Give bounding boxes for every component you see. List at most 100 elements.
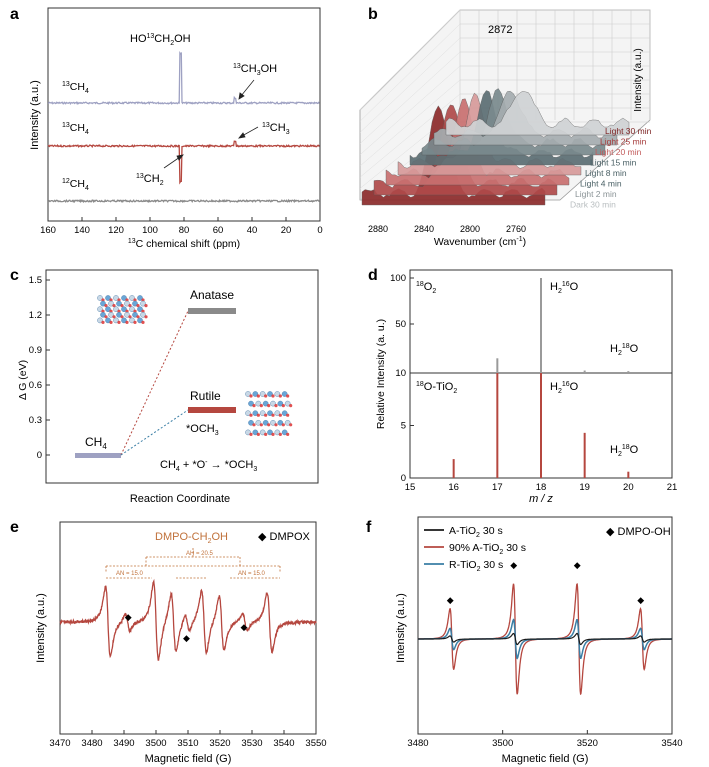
panel-d-xlabel: m / z <box>529 493 553 505</box>
panel-a-xtick-label: 100 <box>142 225 158 236</box>
panel-c-ytick-label: 1.5 <box>29 275 42 286</box>
panel-d-label-h218o-bottom: H218O <box>610 444 639 458</box>
panel-f-xtick-label: 3500 <box>492 738 513 749</box>
panel-c-level-ch4 <box>75 453 121 458</box>
panel-e-xticks: 3470 3480 3490 3500 3510 3520 3530 3540 3550 <box>49 730 327 749</box>
panel-f-series-a <box>418 632 672 646</box>
panel-d-ytick-label: 50 <box>395 319 406 330</box>
panel-a: a Intensity (a.u.) 13C chemical shift (p… <box>10 6 323 250</box>
panel-c-label-ch4: CH4 <box>85 435 107 451</box>
panel-d-label-h218o-top: H218O <box>610 343 639 357</box>
panel-b-series-label: Light 2 min <box>575 189 617 199</box>
panel-b-series-label: Light 30 min <box>605 126 652 136</box>
panel-b-xticks: 2880 2840 2800 2760 <box>368 224 526 234</box>
panel-c-ytick-label: 0.3 <box>29 415 42 426</box>
panel-f-xlabel: Magnetic field (G) <box>502 753 589 765</box>
panel-a-label-13ch4-top: 13CH4 <box>62 81 89 95</box>
panel-d-ticks: 15 16 17 18 19 20 21 10 50 100 0 5 <box>390 273 677 493</box>
panel-c-ytick-label: 0.9 <box>29 345 42 356</box>
panel-f-xtick-label: 3480 <box>407 738 428 749</box>
panel-e-coupling-an1: AN = 15.0 <box>116 571 144 577</box>
panel-a-xtick-label: 140 <box>74 225 90 236</box>
panel-b-series-label: Light 15 min <box>590 158 637 168</box>
panel-b-xtick-label: 2880 <box>368 224 388 234</box>
panel-a-xtick-label: 60 <box>213 225 224 236</box>
panel-d-ytick-label: 0 <box>401 473 406 484</box>
panel-c-ytick-label: 0.6 <box>29 380 42 391</box>
panel-d-bar-bottom <box>452 459 455 478</box>
panel-a-label-hoch2oh: HO13CH2OH <box>130 33 191 47</box>
panel-c-ylabel: Δ G (eV) <box>17 360 29 400</box>
legend-label-a: A-TiO2 30 s <box>449 525 503 539</box>
panel-a-series-12ch4 <box>47 198 320 204</box>
panel-b-ribbons <box>361 88 630 206</box>
panel-d-letter: d <box>368 267 378 284</box>
panel-d-xtick-label: 15 <box>405 482 416 493</box>
panel-d-label-h216o-top: H216O <box>550 281 579 295</box>
panel-f-diamond: ◆ <box>574 560 581 570</box>
panel-e-xtick-label: 3510 <box>177 738 198 749</box>
panel-a-xtick-label: 80 <box>179 225 190 236</box>
panel-e-diamond-markers: ◆ ◆ ◆ <box>125 612 248 643</box>
panel-e-xlabel: Magnetic field (G) <box>145 753 232 765</box>
panel-d-xtick-label: 18 <box>536 482 547 493</box>
panel-c-ytick-label: 1.2 <box>29 310 42 321</box>
panel-f-ylabel: Intensity (a.u.) <box>395 593 407 663</box>
panel-a-label-12ch4: 12CH4 <box>62 178 89 192</box>
panel-d-xtick-label: 16 <box>448 482 459 493</box>
panel-b-peak-label: 2872 <box>488 24 512 36</box>
panel-a-xtick-label: 120 <box>108 225 124 236</box>
legend-label-r: R-TiO2 30 s <box>449 559 503 573</box>
panel-e-xtick-label: 3500 <box>145 738 166 749</box>
panel-e-xtick-label: 3470 <box>49 738 70 749</box>
panel-d-label-h216o-bottom: H216O <box>550 381 579 395</box>
panel-c-yticks: 0 0.3 0.6 0.9 1.2 1.5 <box>29 275 50 461</box>
panel-c-label-anatase: Anatase <box>190 288 234 302</box>
panel-e-xtick-label: 3480 <box>81 738 102 749</box>
panel-d-label-18o2: 18O2 <box>416 281 436 295</box>
panel-e-xtick-label: 3550 <box>305 738 326 749</box>
legend-label-90a: 90% A-TiO2 30 s <box>449 542 526 556</box>
panel-f-diamond: ◆ <box>510 560 517 570</box>
panel-a-xtick-label: 40 <box>247 225 258 236</box>
panel-f-diamond: ◆ <box>637 595 644 605</box>
panel-a-series-13ch4-top <box>47 51 320 106</box>
panel-c-anatase-crystal-image <box>97 295 148 324</box>
panel-a-xtick-label: 20 <box>281 225 292 236</box>
panel-f-diamond: ◆ <box>447 595 454 605</box>
panel-e-letter: e <box>10 519 19 536</box>
panel-f-diamond-markers: ◆ ◆ ◆ ◆ <box>447 560 645 605</box>
panel-b-ribbon <box>445 91 630 136</box>
panel-a-label-13ch4-mid: 13CH4 <box>62 122 89 136</box>
panel-e-diamond: ◆ <box>241 622 248 632</box>
panel-f-legend: A-TiO2 30 s 90% A-TiO2 30 s R-TiO2 30 s <box>424 525 526 573</box>
panel-b-zlabel: Intensity (a.u.) <box>633 48 644 111</box>
panel-e-coupling-brackets <box>105 548 281 579</box>
panel-d-bar-bottom <box>627 471 630 478</box>
panel-c-letter: c <box>10 267 19 284</box>
panel-c-level-anatase <box>188 308 236 314</box>
panel-c-ytick-label: 0 <box>37 450 42 461</box>
panel-b-xtick-label: 2840 <box>414 224 434 234</box>
panel-a-xlabel: 13C chemical shift (ppm) <box>128 238 240 250</box>
panel-e-coupling-an2: AN = 15.0 <box>238 571 266 577</box>
panel-b-series-label: Light 25 min <box>600 137 647 147</box>
panel-e-xtick-label: 3530 <box>241 738 262 749</box>
panel-e-diamond: ◆ <box>125 612 132 622</box>
panel-d-ytick-label: 5 <box>401 421 406 432</box>
panel-b-series-label: Light 4 min <box>580 179 622 189</box>
panel-f-legend-tag: ◆ DMPO-OH <box>606 526 671 538</box>
panel-a-xtick-label: 160 <box>40 225 56 236</box>
panel-f: f Intensity (a.u.) 3480 3500 3520 3540 Magn… <box>366 516 683 765</box>
panel-a-series-13ch4-mid <box>47 140 320 185</box>
panel-f-letter: f <box>366 519 372 536</box>
panel-c-path-anatase <box>120 310 189 456</box>
panel-e-spectrum <box>59 578 317 661</box>
panel-d-label-18o-tio2: 18O-TiO2 <box>416 381 457 395</box>
panel-b-series-label: Light 20 min <box>595 147 642 157</box>
panel-e-adduct-label: DMPO-CH2OH <box>155 531 228 545</box>
panel-a-xtick-label: 0 <box>317 225 322 236</box>
panel-e: e Intensity (a.u.) 3470 3480 3490 3500 3510 3… <box>10 519 327 765</box>
